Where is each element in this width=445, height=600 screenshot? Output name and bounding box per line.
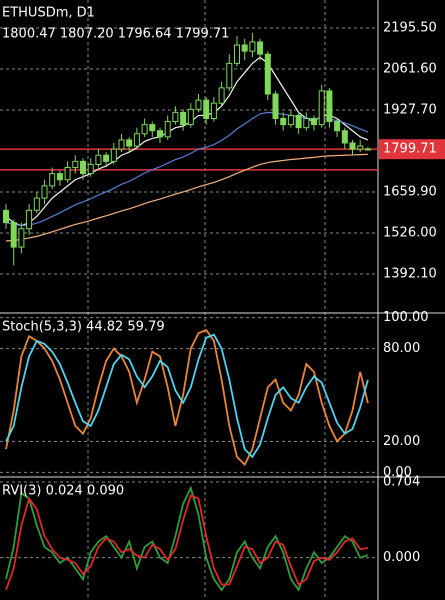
- y-tick-label: 100.00: [383, 310, 429, 325]
- candle-body: [318, 90, 325, 126]
- candle-body: [41, 185, 48, 199]
- y-tick-label: 1659.90: [383, 185, 437, 200]
- candle-body: [334, 121, 341, 132]
- candle-body: [203, 99, 210, 119]
- candle-body: [118, 139, 125, 150]
- series-line: [5, 328, 369, 467]
- y-tick-label: 1526.00: [383, 226, 437, 241]
- candle-body: [187, 108, 194, 126]
- y-tick-label: 0.704: [383, 475, 420, 490]
- chart-title: Stoch(5,3,3) 44.82 59.79: [2, 320, 165, 335]
- candle-body: [87, 163, 94, 175]
- candle-body: [157, 130, 163, 138]
- candle-body: [249, 41, 256, 52]
- candle-body: [303, 117, 310, 129]
- candle-body: [218, 87, 225, 104]
- candle-body: [349, 142, 356, 150]
- chart-title: RVI(3) 0.024 0.090: [2, 484, 124, 499]
- candle-body: [49, 173, 56, 187]
- series-line: [5, 56, 369, 227]
- candle-body: [357, 145, 364, 150]
- candle-body: [195, 99, 202, 110]
- y-tick-label: 0.00: [383, 465, 412, 480]
- candle-body: [287, 114, 294, 126]
- candle-body: [95, 154, 102, 165]
- y-tick-label: 0.000: [383, 550, 420, 565]
- candle-body: [295, 114, 302, 129]
- candle-body: [33, 197, 40, 211]
- y-tick-label: 2061.60: [383, 62, 437, 77]
- candle-body: [226, 62, 233, 89]
- last-price-label: 1799.71: [383, 142, 437, 157]
- candle-body: [326, 90, 333, 123]
- candle-body: [311, 117, 317, 126]
- candle-body: [72, 160, 79, 168]
- candle-body: [210, 102, 217, 119]
- candle-body: [141, 124, 148, 135]
- candle-body: [3, 209, 9, 224]
- y-tick-label: 20.00: [383, 434, 420, 449]
- candle-body: [133, 133, 140, 147]
- y-tick-label: 1927.70: [383, 103, 437, 118]
- candle-body: [18, 228, 25, 248]
- y-tick-label: 2195.50: [383, 21, 437, 36]
- candle-body: [257, 41, 264, 55]
- y-tick-label: 80.00: [383, 341, 420, 356]
- candle-body: [234, 44, 240, 64]
- candle-body: [10, 222, 17, 248]
- series-line: [5, 333, 369, 459]
- candle-body: [126, 139, 133, 147]
- candle-body: [264, 53, 271, 95]
- series-line: [5, 485, 369, 592]
- candle-body: [149, 124, 156, 132]
- y-tick-label: 1392.10: [383, 267, 437, 282]
- candle-body: [241, 44, 248, 52]
- series-line: [5, 494, 369, 591]
- candle-body: [280, 117, 287, 126]
- candle-body: [26, 209, 33, 230]
- chart-title: ETHUSDm, D1: [2, 6, 95, 21]
- candle-body: [172, 111, 179, 123]
- candle-body: [103, 154, 110, 162]
- candle-body: [110, 148, 117, 162]
- candle-body: [64, 166, 71, 181]
- series-line: [5, 153, 368, 242]
- candle-body: [180, 111, 187, 126]
- candle-body: [364, 148, 371, 151]
- candle-body: [164, 121, 171, 138]
- candle-body: [272, 93, 279, 119]
- chart-subtitle: 1800.47 1807.20 1796.64 1799.71: [2, 27, 229, 42]
- candle-body: [56, 173, 63, 181]
- candle-body: [80, 160, 86, 175]
- candle-body: [341, 130, 348, 144]
- last-price-box: [379, 139, 445, 160]
